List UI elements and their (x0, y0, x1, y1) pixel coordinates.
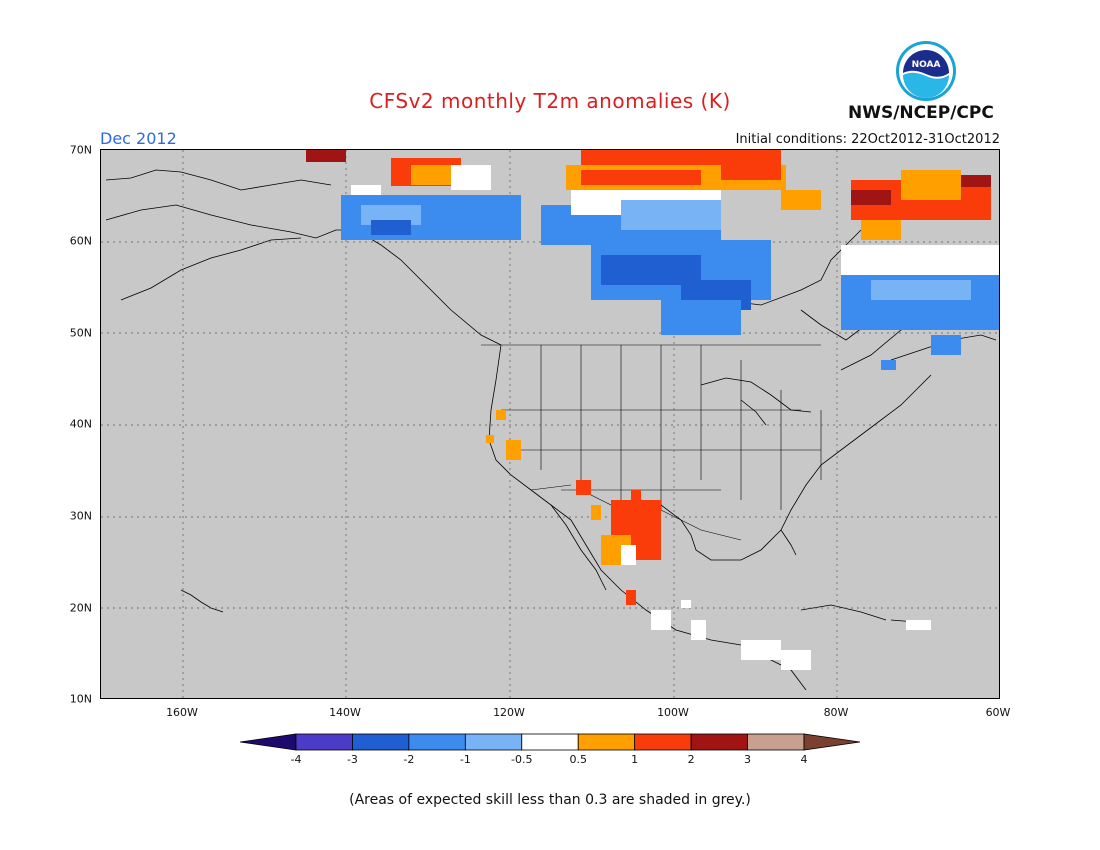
colorbar-tick-label: 2 (687, 753, 695, 766)
anomaly-block (496, 410, 506, 420)
colorbar-tick-label: -0.5 (511, 753, 533, 766)
lon-label-120w: 120W (493, 706, 525, 719)
lon-label-100w: 100W (657, 706, 689, 719)
anomaly-block (581, 150, 721, 165)
agency-label: NWS/NCEP/CPC (848, 103, 994, 123)
colorbar-svg (239, 733, 861, 751)
lon-label-160w: 160W (166, 706, 198, 719)
colorbar-tip-low (239, 733, 297, 751)
anomaly-block (931, 335, 961, 355)
anomaly-block (906, 620, 931, 630)
anomaly-block (861, 220, 901, 240)
anomaly-block (506, 440, 521, 460)
anomaly-block (651, 610, 671, 630)
anomaly-block (851, 190, 891, 205)
anomaly-block (691, 620, 706, 640)
lat-label-10n: 10N (69, 692, 92, 706)
colorbar-tick-label: -4 (290, 753, 302, 766)
anomaly-block (486, 435, 494, 443)
footnote: (Areas of expected skill less than 0.3 a… (349, 792, 751, 808)
colorbar-tip-high (803, 733, 861, 751)
anomaly-block (631, 490, 641, 505)
anomaly-block (576, 480, 591, 495)
anomaly-block (621, 200, 721, 230)
anomaly-block (626, 590, 636, 605)
lat-label-20n: 20N (69, 601, 92, 615)
anomaly-shading (306, 150, 999, 670)
colorbar-segment (521, 733, 579, 751)
anomaly-block (841, 245, 999, 275)
colorbar (239, 732, 861, 752)
anomaly-block (591, 505, 601, 520)
anomaly-block (581, 170, 701, 185)
anomaly-map (101, 150, 999, 698)
anomaly-block (871, 280, 971, 300)
colorbar-tick-label: 1 (631, 753, 639, 766)
colorbar-segment (464, 733, 523, 751)
political-borders (481, 344, 822, 541)
colorbar-tick-label: -1 (459, 753, 471, 766)
lat-label-50n: 50N (69, 326, 92, 340)
lon-label-140w: 140W (329, 706, 361, 719)
forecast-month: Dec 2012 (100, 129, 177, 148)
anomaly-block (371, 220, 411, 235)
anomaly-block (351, 185, 381, 195)
noaa-logo: NOAA (895, 40, 957, 102)
lon-label-60w: 60W (985, 706, 1011, 719)
anomaly-block (661, 300, 741, 335)
anomaly-block (881, 360, 896, 370)
colorbar-tick-label: 4 (800, 753, 808, 766)
logo-text: NOAA (912, 60, 941, 70)
colorbar-tick-label: -2 (403, 753, 415, 766)
anomaly-block (901, 170, 961, 200)
colorbar-tick-label: 0.5 (569, 753, 587, 766)
colorbar-segment (295, 733, 353, 751)
anomaly-block (961, 175, 991, 187)
chart-title: CFSv2 monthly T2m anomalies (K) (369, 89, 731, 113)
colorbar-segment (747, 733, 805, 751)
anomaly-block (721, 150, 781, 180)
anomaly-block (781, 650, 811, 670)
anomaly-block (621, 545, 636, 565)
anomaly-block (306, 150, 346, 162)
colorbar-segment (352, 733, 410, 751)
colorbar-segment (690, 733, 748, 751)
lon-label-80w: 80W (823, 706, 849, 719)
lat-label-60n: 60N (69, 234, 92, 248)
colorbar-tick-label: -3 (346, 753, 358, 766)
colorbar-segment (577, 733, 636, 751)
colorbar-segment (408, 733, 466, 751)
lat-label-30n: 30N (69, 509, 92, 523)
anomaly-block (741, 640, 781, 660)
lat-label-40n: 40N (69, 417, 92, 431)
lat-label-70n: 70N (69, 143, 92, 157)
colorbar-tick-label: 3 (744, 753, 752, 766)
anomaly-block (451, 165, 491, 190)
initial-conditions: Initial conditions: 22Oct2012-31Oct2012 (735, 132, 1000, 147)
anomaly-block (681, 600, 691, 608)
map-panel (100, 149, 1000, 699)
anomaly-block (781, 190, 821, 210)
colorbar-segment (634, 733, 692, 751)
